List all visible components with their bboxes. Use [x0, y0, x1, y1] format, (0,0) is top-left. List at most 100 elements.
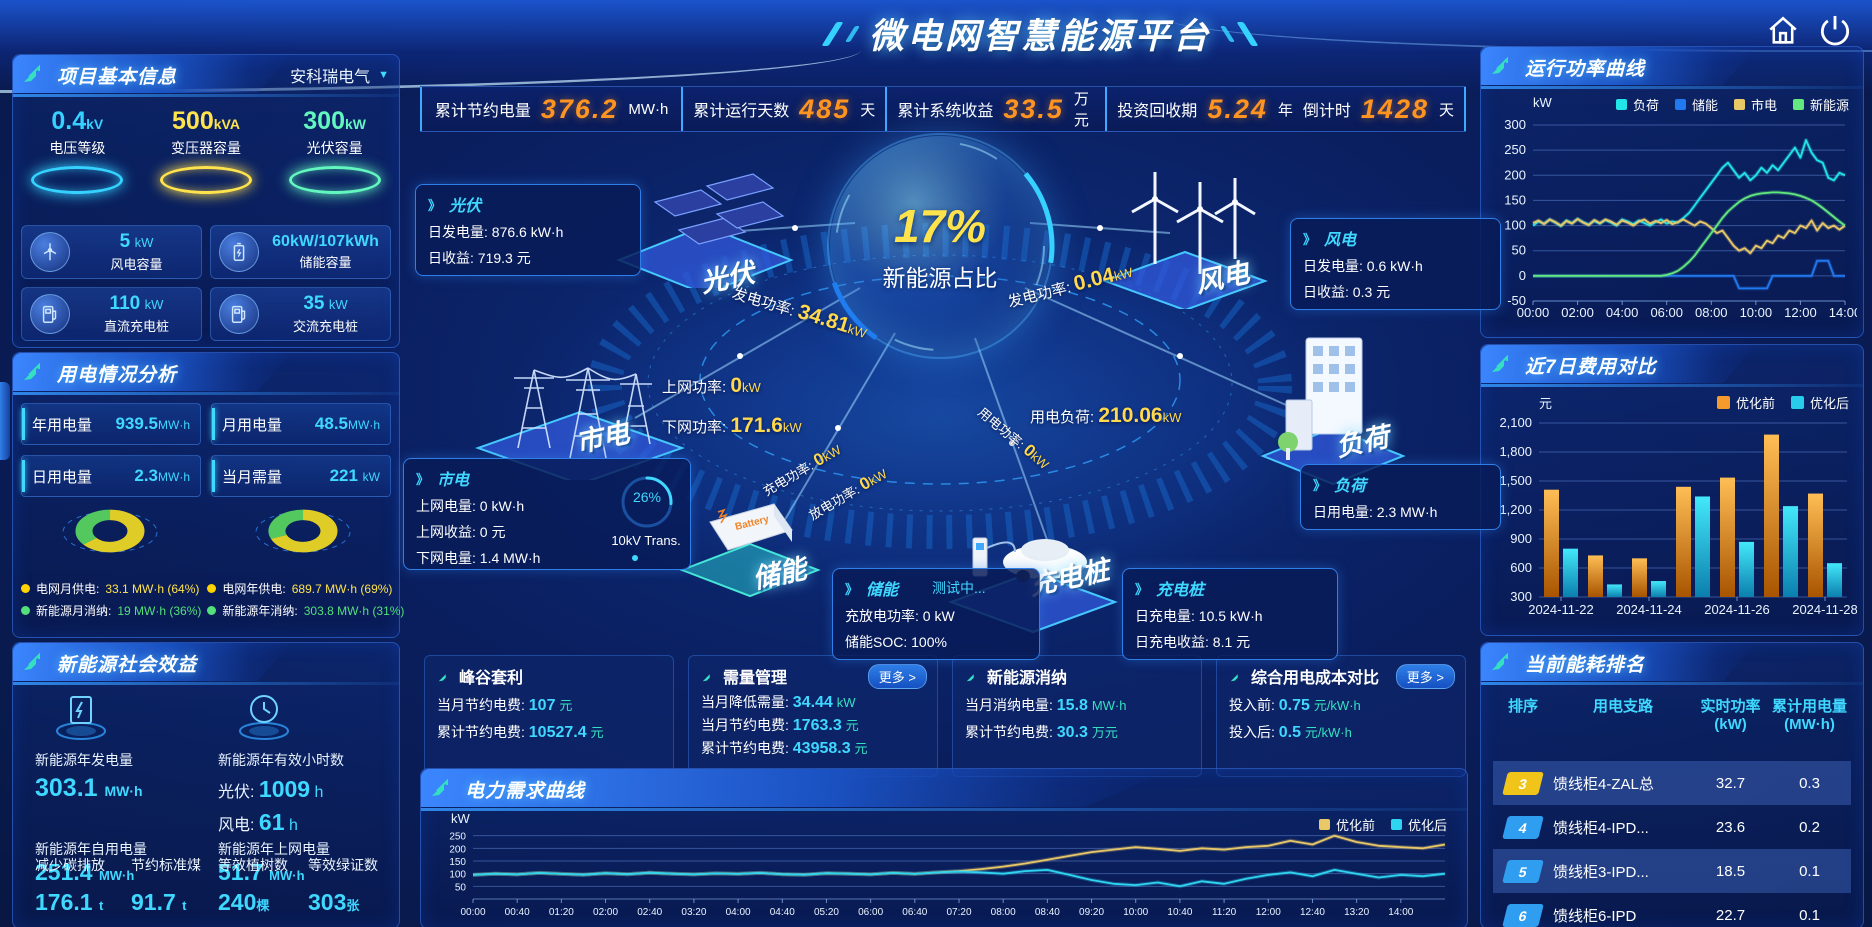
storage-node: Battery — [678, 484, 823, 604]
donut-chart-month — [55, 495, 165, 574]
flow-up-grid: 上网功率: 0kW — [662, 374, 761, 397]
svg-text:00:00: 00:00 — [1517, 305, 1550, 320]
corner-flag-icon — [1489, 351, 1513, 380]
svg-text:1,200: 1,200 — [1499, 502, 1532, 517]
svg-text:0: 0 — [1519, 268, 1526, 283]
new-energy-ratio-label: 新能源占比 — [882, 265, 998, 291]
arrow-icon: 》 — [1303, 231, 1317, 247]
legend-item[interactable]: 储能 — [1674, 95, 1718, 114]
rank-badge: 3 — [1502, 771, 1544, 795]
benefit-trees: 等效植树数 240棵 — [218, 857, 288, 915]
load-info-box: 》负荷 日用电量: 2.3 MW·h — [1300, 464, 1501, 530]
panel-energy-ranking: 当前能耗排名 排序 用电支路 实时功率 (kW) 累计用电量 (MW·h) 3 馈线… — [1480, 642, 1864, 927]
new-energy-ratio-value: 17% — [893, 200, 987, 252]
svg-text:06:40: 06:40 — [902, 907, 927, 918]
usage-stat-day: 日用电量 2.3MW·h — [21, 455, 201, 497]
title-deco-icon — [1220, 25, 1235, 42]
capacity-card-storage: 60kW/107kWh 储能容量 — [210, 225, 391, 279]
svg-text:07:20: 07:20 — [946, 907, 971, 918]
panel-cost-compare: 近7日费用对比 元 优化前 优化后 300 600 900 1,200 1,500 1,80… — [1480, 344, 1864, 636]
legend-item[interactable]: 市电 — [1733, 95, 1777, 114]
battery-icon — [219, 232, 259, 272]
table-row[interactable]: 4 馈线柜4-IPD... 23.6 0.2 — [1493, 805, 1851, 849]
sphere-ring — [825, 131, 1055, 361]
panel-new-energy-benefits: 新能源社会效益 新能源年发电量 303.1 MW·h 新能源年有效小时数 光伏:… — [12, 642, 400, 927]
panel-title: 当前能耗排名 — [1525, 655, 1646, 676]
y-axis-unit: 元 — [1539, 396, 1553, 411]
more-button[interactable]: 更多 > — [1395, 664, 1455, 689]
pedestal-transformer: 500kVA 变压器容量 — [146, 107, 266, 194]
chevron-down-icon: ▼ — [378, 69, 389, 81]
flow-load-power: 用电负荷: 210.06kW — [1030, 404, 1182, 427]
company-dropdown[interactable]: 安科瑞电气 ▼ — [290, 69, 389, 86]
transformer-label: 10kV Trans. — [611, 533, 681, 548]
svg-text:50: 50 — [1512, 243, 1526, 258]
corner-flag-icon — [702, 674, 710, 682]
y-axis-unit: kW — [1533, 95, 1552, 110]
svg-text:13:20: 13:20 — [1344, 907, 1369, 918]
drawer-handle[interactable] — [0, 382, 10, 460]
table-row[interactable]: 5 馈线柜3-IPD... 18.5 0.1 — [1493, 849, 1851, 893]
pedestal-ring — [31, 166, 124, 194]
y-axis-unit: kW — [451, 811, 470, 826]
svg-text:08:00: 08:00 — [1695, 305, 1728, 320]
legend-item[interactable]: 优化前 — [1716, 393, 1775, 412]
chart-legend: 优化前 优化后 — [1318, 815, 1447, 834]
legend-item[interactable]: 优化后 — [1390, 815, 1447, 834]
home-icon[interactable] — [1766, 14, 1800, 48]
chart-legend: 优化前 优化后 — [1716, 393, 1849, 412]
arrow-icon: 》 — [1313, 477, 1327, 493]
legend-item[interactable]: 负荷 — [1615, 95, 1659, 114]
kpi-system-income: 累计系统收益 33.5 万元 — [885, 87, 1105, 131]
legend-item: 新能源年消纳: 303.8 MW·h (31%) — [207, 602, 404, 619]
benefit-label: 新能源年有效小时数 — [218, 752, 344, 768]
svg-text:12:40: 12:40 — [1300, 907, 1325, 918]
panel-usage-analysis: 用电情况分析 年用电量 939.5MW·h 月用电量 48.5MW·h 日用电量 2.… — [12, 352, 404, 638]
legend-item[interactable]: 优化后 — [1790, 393, 1849, 412]
legend-item: 电网月供电: 33.1 MW·h (64%) — [21, 580, 201, 597]
legend-item[interactable]: 新能源 — [1792, 95, 1849, 114]
table-row[interactable]: 6 馈线柜6-IPD 22.7 0.1 — [1493, 893, 1851, 927]
svg-text:2,100: 2,100 — [1499, 415, 1532, 430]
storage-info-box: 》储能 测试中... 充放电功率: 0 kW 储能SOC: 100% — [832, 568, 1040, 660]
svg-text:02:40: 02:40 — [637, 907, 662, 918]
svg-text:02:00: 02:00 — [593, 907, 618, 918]
legend-item[interactable]: 优化前 — [1318, 815, 1375, 834]
generator-icon — [53, 696, 109, 745]
svg-text:300: 300 — [1510, 589, 1532, 604]
benefit-self-use: 新能源年自用电量 251.4 MW·h — [35, 841, 147, 885]
capacity-card-dc-charger: 110 kW 直流充电桩 — [21, 287, 202, 341]
power-icon[interactable] — [1816, 12, 1854, 50]
svg-text:2024-11-24: 2024-11-24 — [1616, 602, 1682, 617]
more-button[interactable]: 更多 > — [867, 664, 927, 689]
arrow-icon: 》 — [416, 471, 430, 487]
svg-text:12:00: 12:00 — [1256, 907, 1281, 918]
pedestal-ring — [288, 166, 381, 194]
kpi-payback: 投资回收期 5.24 年 倒计时 1428 天 — [1105, 87, 1466, 131]
svg-text:04:00: 04:00 — [726, 907, 751, 918]
indicator-dot — [632, 555, 638, 561]
svg-text:08:40: 08:40 — [1035, 907, 1060, 918]
title-deco-icon — [844, 25, 860, 42]
svg-text:05:20: 05:20 — [814, 907, 839, 918]
load-node — [1258, 316, 1408, 493]
solar-panels-icon — [616, 173, 794, 296]
corner-flag-icon — [21, 61, 45, 90]
svg-text:00:40: 00:40 — [505, 907, 530, 918]
svg-text:150: 150 — [449, 857, 466, 868]
pedestal-ring — [159, 166, 252, 194]
wind-node — [1100, 154, 1270, 314]
corner-flag-icon — [966, 674, 974, 682]
svg-text:01:20: 01:20 — [549, 907, 574, 918]
clock-gauge-icon — [236, 695, 292, 745]
kpi-saved-energy: 累计节约电量 376.2 MW·h — [420, 87, 681, 131]
corner-flag-icon — [21, 649, 45, 678]
dc-charger-icon — [30, 294, 70, 334]
card-renewable-consumption: 新能源消纳 当月消纳电量: 15.8 MW·h 累计节约电费: 30.3 万元 — [952, 655, 1202, 777]
svg-text:900: 900 — [1510, 531, 1532, 546]
pedestal-pv-capacity: 300kW 光伏容量 — [275, 107, 395, 194]
table-row[interactable]: 3 馈线柜4-ZAL总 32.7 0.3 — [1493, 761, 1851, 805]
benefit-co2: 减少碳排放 176.1 t — [35, 857, 105, 915]
benefit-to-grid: 新能源年上网电量 51.7 MW·h — [218, 841, 330, 885]
corner-flag-icon — [1489, 649, 1513, 678]
